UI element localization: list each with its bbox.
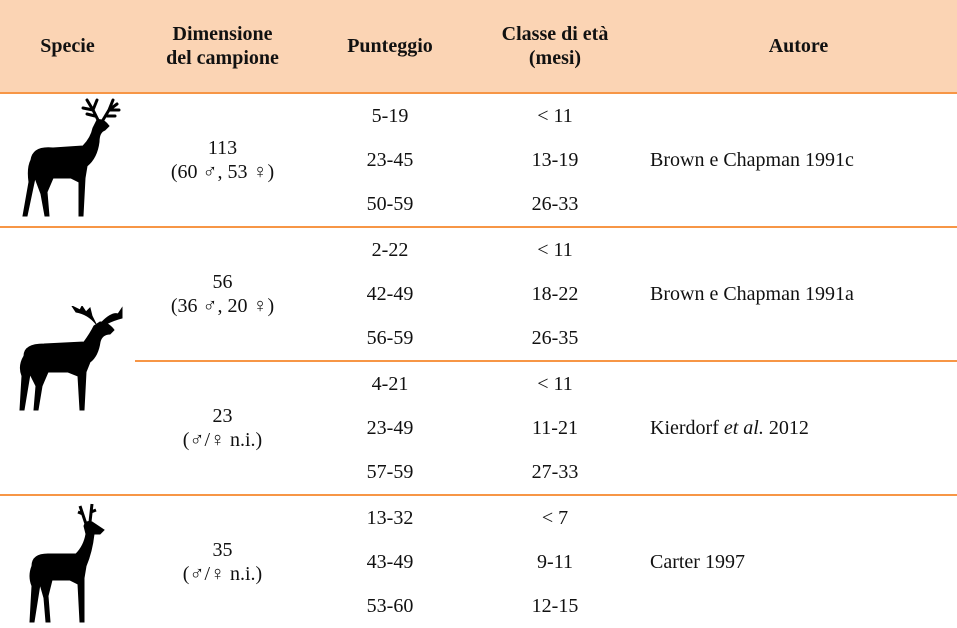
age-class: 9-11 [537,551,573,573]
table-row: 50-59 26-33 [0,182,957,227]
cell-line: del campione [166,47,279,69]
table-row: 35 (♂/♀ n.i.) 13-32 < 7 Carter 1997 [0,494,957,628]
age-class: 11-21 [532,417,578,439]
age-class: 18-22 [531,283,579,305]
cell-line: 113 [207,137,238,159]
species-cell [0,93,135,227]
age-class: < 11 [470,226,640,272]
sample-size: 113 (60 ♂, 53 ♀) [135,93,310,227]
age-class: 26-33 [531,193,579,215]
column-header: Classe di età (mesi) [470,0,640,94]
sample-size: 35 (♂/♀ n.i.) [135,494,310,628]
species-cell [0,494,135,628]
age-class: < 11 [537,105,573,127]
score: 56-59 [366,327,414,349]
cell-line: (♂/♀ n.i.) [182,429,263,451]
cell-line: (36 ♂, 20 ♀) [170,295,275,317]
score: 2-22 [310,226,470,272]
age-class: 12-15 [531,595,579,617]
author: Carter 1997 [640,494,957,628]
table-row: 56 (36 ♂, 20 ♀) 2-22 < 11 Brown e Chapman 19… [0,226,957,495]
sample-size: 56 (36 ♂, 20 ♀) [135,226,310,361]
author-text: Brown e Chapman 1991a [650,283,854,305]
author: Brown e Chapman 1991a [640,226,957,361]
score: 42-49 [366,283,414,305]
cell-line: Classe di età [501,23,609,45]
cell-line: Punteggio [347,35,433,57]
table-row: 23 (♂/♀ n.i.) 4-21 < 11 Kierdorf et al. 2012 [0,360,957,495]
column-header: Dimensione del campione [135,0,310,94]
score: 23-45 [366,149,414,171]
table-body: 113 (60 ♂, 53 ♀) 5-19 < 11 Brown e Chapman 1… [0,93,957,628]
age-class: 13-19 [531,149,579,171]
cell-line: Dimensione [172,23,273,45]
table-row: 113 (60 ♂, 53 ♀) 5-19 < 11 Brown e Chapman 1… [0,93,957,216]
column-header: Autore [640,0,957,94]
age-class: < 11 [470,360,640,406]
roe-deer-icon [29,503,105,622]
score: 5-19 [371,105,409,127]
author: Kierdorf et al. 2012 [640,360,957,495]
red-deer-icon [21,98,120,216]
table-row: 56-59 26-35 [0,316,957,361]
column-header: Punteggio [310,0,470,94]
table-row: 53-60 12-15 [0,584,957,628]
cell-line: (♂/♀ n.i.) [182,563,263,585]
score: 23-49 [366,417,414,439]
age-class: 26-35 [531,327,579,349]
author-text: 2012 [763,417,809,439]
table-row: 23-45 13-19 [0,138,957,182]
cell-line: 56 [212,271,233,293]
column-header: Specie [0,0,135,94]
cell-line: (mesi) [528,47,582,69]
table-row: 42-49 18-22 [0,272,957,316]
age-class: < 7 [470,494,640,540]
cell-line: (60 ♂, 53 ♀) [170,161,275,183]
author-text: Carter 1997 [650,551,745,573]
score: 4-21 [310,360,470,406]
score: 13-32 [310,494,470,540]
cell-line: Autore [768,35,829,57]
author-text: Brown e Chapman 1991c [650,149,854,171]
header-row: Specie Dimensione del campione Punteggio Cla… [0,0,957,94]
cell-line: 23 [212,405,233,427]
species-cell [0,226,135,495]
cell-line: 35 [212,539,233,561]
table-row: 23-49 11-21 [0,406,957,450]
score: 57-59 [366,461,414,483]
cell-line: Specie [40,35,95,57]
age-class: 27-33 [531,461,579,483]
author-text: Kierdorf [650,417,724,439]
table-row: 43-49 9-11 [0,540,957,584]
sample-size: 23 (♂/♀ n.i.) [135,360,310,495]
table-row: 57-59 27-33 [0,450,957,495]
author: Brown e Chapman 1991c [640,93,957,227]
fallow-deer-icon [19,306,123,411]
score: 50-59 [366,193,414,215]
author-text: et al. [723,417,764,439]
score: 53-60 [366,595,414,617]
score: 43-49 [366,551,414,573]
